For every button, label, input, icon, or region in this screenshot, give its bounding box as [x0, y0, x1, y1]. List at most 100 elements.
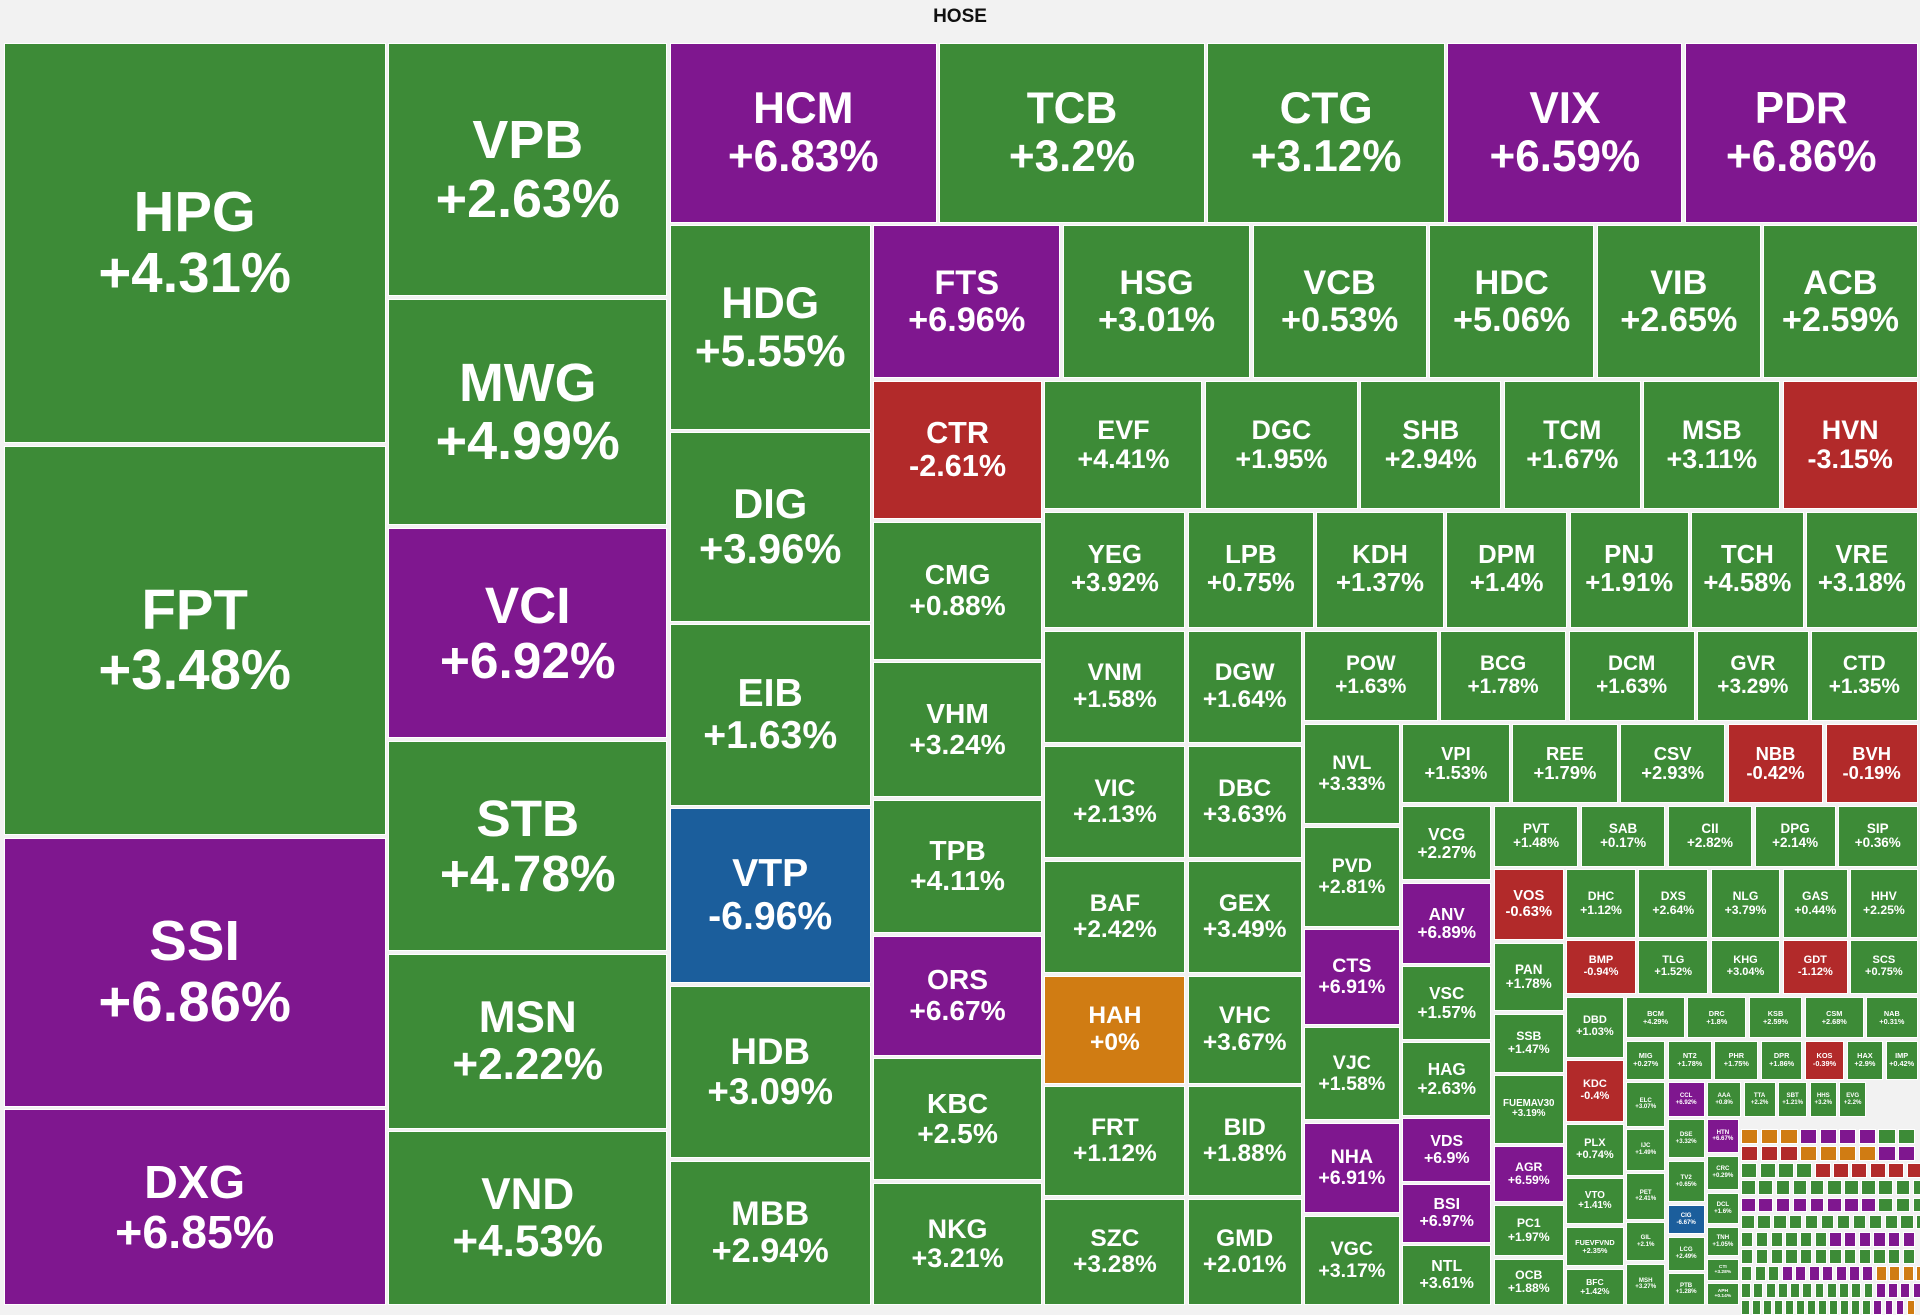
tile-ctr[interactable]: CTR -2.61% [873, 380, 1043, 520]
tile-vre[interactable]: VRE +3.18% [1806, 511, 1918, 629]
tile-gvr[interactable]: GVR +3.29% [1697, 630, 1809, 722]
small-tile[interactable] [1753, 1283, 1764, 1298]
small-tile[interactable] [1741, 1214, 1755, 1230]
tile-hhv[interactable]: HHV +2.25% [1850, 869, 1918, 938]
small-tile[interactable] [1814, 1163, 1831, 1178]
small-tile[interactable] [1785, 1248, 1798, 1264]
small-tile[interactable] [1873, 1231, 1886, 1247]
tile-bsi[interactable]: BSI +6.97% [1402, 1184, 1492, 1243]
small-tile[interactable] [1906, 1300, 1916, 1315]
tile-nha[interactable]: NHA +6.91% [1304, 1122, 1400, 1214]
small-tile[interactable] [1765, 1283, 1776, 1298]
small-tile[interactable] [1858, 1231, 1872, 1247]
tile-aph[interactable]: APH +0.14% [1706, 1283, 1739, 1306]
small-tile[interactable] [1862, 1266, 1874, 1281]
small-tile[interactable] [1851, 1283, 1862, 1298]
small-tile[interactable] [1774, 1300, 1783, 1315]
small-tile[interactable] [1848, 1266, 1860, 1281]
tile-vhc[interactable]: VHC +3.67% [1187, 975, 1302, 1084]
small-tile[interactable] [1760, 1128, 1778, 1144]
small-tile[interactable] [1796, 1163, 1813, 1178]
small-tile[interactable] [1844, 1231, 1857, 1247]
tile-kdc[interactable]: KDC -0.4% [1566, 1060, 1624, 1122]
tile-lpb[interactable]: LPB +0.75% [1187, 511, 1314, 629]
small-tile[interactable] [1851, 1300, 1860, 1315]
tile-vcb[interactable]: VCB +0.53% [1252, 225, 1427, 379]
small-tile[interactable] [1829, 1231, 1842, 1247]
tile-cts[interactable]: CTS +6.91% [1304, 929, 1400, 1025]
tile-cti[interactable]: CTI +3.28% [1706, 1258, 1739, 1281]
small-tile[interactable] [1795, 1266, 1807, 1281]
small-tile[interactable] [1770, 1248, 1783, 1264]
small-tile[interactable] [1758, 1197, 1774, 1213]
tile-htn[interactable]: HTN +6.67% [1706, 1119, 1739, 1154]
small-tile[interactable] [1741, 1180, 1756, 1196]
tile-bfc[interactable]: BFC +1.42% [1566, 1268, 1624, 1306]
small-tile[interactable] [1902, 1248, 1916, 1264]
small-tile[interactable] [1781, 1266, 1793, 1281]
small-tile[interactable] [1844, 1180, 1859, 1196]
tile-hpg[interactable]: HPG +4.31% [3, 42, 386, 444]
tile-baf[interactable]: BAF +2.42% [1044, 860, 1186, 974]
small-tile[interactable] [1826, 1283, 1837, 1298]
tile-fpt[interactable]: FPT +3.48% [3, 445, 386, 836]
tile-tnh[interactable]: TNH +1.05% [1706, 1226, 1739, 1257]
tile-shb[interactable]: SHB +2.94% [1360, 380, 1502, 510]
small-tile[interactable] [1873, 1300, 1883, 1315]
small-tile[interactable] [1873, 1248, 1886, 1264]
tile-gas[interactable]: GAS +0.44% [1782, 869, 1848, 938]
small-tile[interactable] [1773, 1214, 1787, 1230]
small-tile[interactable] [1858, 1248, 1872, 1264]
tile-ctg[interactable]: CTG +3.12% [1207, 42, 1445, 223]
small-tile[interactable] [1792, 1197, 1808, 1213]
small-tile[interactable] [1902, 1231, 1916, 1247]
tile-vcg[interactable]: VCG +2.27% [1402, 805, 1492, 881]
small-tile[interactable] [1759, 1163, 1776, 1178]
tile-ptb[interactable]: PTB +1.28% [1667, 1273, 1705, 1306]
tile-vnd[interactable]: VND +4.53% [388, 1131, 668, 1306]
tile-msh[interactable]: MSH +3.27% [1626, 1263, 1666, 1306]
tile-nkg[interactable]: NKG +3.21% [873, 1182, 1043, 1306]
small-tile[interactable] [1888, 1283, 1898, 1298]
small-tile[interactable] [1741, 1266, 1753, 1281]
tile-cig[interactable]: CIG -6.67% [1667, 1204, 1705, 1235]
small-tile[interactable] [1814, 1248, 1827, 1264]
small-tile[interactable] [1792, 1180, 1808, 1196]
tile-ree[interactable]: REE +1.79% [1512, 723, 1618, 804]
tile-vpi[interactable]: VPI +1.53% [1402, 723, 1510, 804]
small-tile[interactable] [1763, 1300, 1772, 1315]
small-tile[interactable] [1755, 1231, 1769, 1247]
tile-tlg[interactable]: TLG +1.52% [1638, 940, 1709, 995]
tile-evf[interactable]: EVF +4.41% [1044, 380, 1203, 510]
tile-dxs[interactable]: DXS +2.64% [1638, 869, 1709, 938]
tile-ctd[interactable]: CTD +1.35% [1811, 630, 1918, 722]
small-tile[interactable] [1777, 1163, 1794, 1178]
tile-gmd[interactable]: GMD +2.01% [1187, 1198, 1302, 1306]
small-tile[interactable] [1754, 1266, 1766, 1281]
small-tile[interactable] [1822, 1266, 1834, 1281]
tile-dxg[interactable]: DXG +6.85% [3, 1109, 386, 1306]
small-tile[interactable] [1829, 1300, 1838, 1315]
tile-hhs[interactable]: HHS +3.2% [1809, 1082, 1837, 1117]
tile-crc[interactable]: CRC +0.29% [1706, 1155, 1739, 1191]
small-tile[interactable] [1878, 1128, 1896, 1144]
small-tile[interactable] [1868, 1214, 1883, 1230]
small-tile[interactable] [1858, 1128, 1876, 1144]
tile-anv[interactable]: ANV +6.89% [1402, 882, 1492, 964]
small-tile[interactable] [1809, 1180, 1825, 1196]
tile-agr[interactable]: AGR +6.59% [1493, 1146, 1564, 1203]
tile-elc[interactable]: ELC +3.07% [1626, 1082, 1666, 1127]
small-tile[interactable] [1800, 1128, 1818, 1144]
tile-msb[interactable]: MSB +3.11% [1643, 380, 1781, 510]
small-tile[interactable] [1836, 1214, 1851, 1230]
tile-sab[interactable]: SAB +0.17% [1580, 805, 1666, 867]
tile-sip[interactable]: SIP +0.36% [1837, 805, 1918, 867]
small-tile[interactable] [1800, 1146, 1818, 1161]
small-tile[interactable] [1889, 1266, 1901, 1281]
tile-fuemav30[interactable]: FUEMAV30 +3.19% [1493, 1075, 1564, 1144]
tile-pnj[interactable]: PNJ +1.91% [1569, 511, 1689, 629]
small-tile[interactable] [1839, 1283, 1849, 1298]
tile-vix[interactable]: VIX +6.59% [1447, 42, 1683, 223]
tile-mwg[interactable]: MWG +4.99% [388, 298, 668, 526]
tile-tpb[interactable]: TPB +4.11% [873, 799, 1043, 934]
